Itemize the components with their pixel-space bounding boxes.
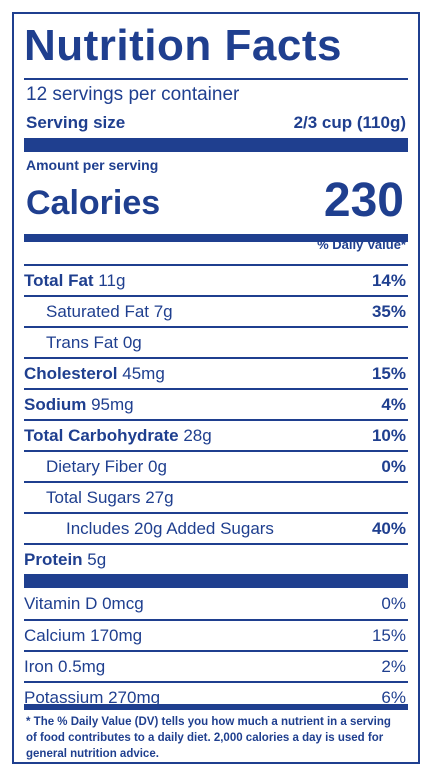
daily-value-header: % Daily Value* (317, 237, 406, 252)
calories-label: Calories (26, 184, 161, 222)
nutrition-label: Nutrition Facts 12 servings per containe… (12, 12, 420, 764)
serving-size-row: Serving size 2/3 cup (110g) (26, 113, 406, 133)
nutrient-dv: 15% (371, 363, 406, 383)
vitamin-name: Vitamin D 0mcg (24, 593, 144, 613)
nutrient-row-added-sugars: Includes 20g Added Sugars 40% (24, 512, 408, 543)
nutrient-row-cholesterol: Cholesterol 45mg 15% (24, 357, 408, 388)
nutrient-name: Total Carbohydrate (24, 425, 179, 445)
vitamin-row: Calcium 170mg 15% (24, 619, 408, 650)
thick-divider (24, 234, 408, 242)
nutrient-dv: 0% (381, 456, 406, 476)
nutrient-name: Protein (24, 549, 83, 569)
nutrient-name: Cholesterol (24, 363, 118, 383)
nutrient-dv: 4% (381, 394, 406, 414)
nutrient-row-total-sugars: Total Sugars 27g (24, 481, 408, 512)
nutrient-name: Includes 20g Added Sugars (66, 518, 274, 538)
nutrient-row-trans-fat: Trans Fat 0g (24, 326, 408, 357)
thick-divider (24, 138, 408, 152)
servings-per-container: 12 servings per container (26, 84, 240, 105)
vitamin-dv: 15% (371, 625, 406, 645)
nutrient-row-dietary-fiber: Dietary Fiber 0g 0% (24, 450, 408, 481)
nutrient-amount: 45mg (117, 363, 165, 383)
serving-size-value: 2/3 cup (110g) (293, 113, 406, 132)
divider (24, 78, 408, 80)
label-title: Nutrition Facts (24, 21, 342, 70)
nutrient-name: Total Fat (24, 270, 94, 290)
nutrient-dv: 10% (371, 425, 406, 445)
thick-divider (24, 704, 408, 710)
vitamin-name: Iron 0.5mg (24, 656, 106, 676)
nutrient-row-protein: Protein 5g (24, 543, 408, 574)
amount-per-serving: Amount per serving (26, 157, 159, 173)
calories-value: 230 (323, 174, 404, 227)
vitamin-row: Vitamin D 0mcg 0% (24, 588, 408, 619)
vitamin-dv: 6% (381, 687, 406, 707)
nutrient-dv: 40% (371, 518, 406, 538)
footnote: * The % Daily Value (DV) tells you how m… (26, 716, 391, 760)
vitamin-dv: 2% (381, 656, 406, 676)
vitamin-row: Potassium 270mg 6% (24, 681, 408, 712)
vitamin-name: Calcium 170mg (24, 625, 143, 645)
nutrient-amount: 95mg (86, 394, 134, 414)
nutrient-amount: 11g (93, 270, 126, 290)
vitamin-row: Iron 0.5mg 2% (24, 650, 408, 681)
nutrient-dv: 14% (371, 270, 406, 290)
thick-divider (24, 574, 408, 588)
nutrient-name: Dietary Fiber 0g (46, 456, 167, 476)
vitamin-name: Potassium 270mg (24, 687, 161, 707)
serving-size-label: Serving size (26, 113, 126, 132)
vitamin-dv: 0% (381, 593, 406, 613)
nutrient-dv: 35% (371, 301, 406, 321)
nutrient-row-sodium: Sodium 95mg 4% (24, 388, 408, 419)
nutrient-row-saturated-fat: Saturated Fat 7g 35% (24, 295, 408, 326)
nutrient-name: Total Sugars 27g (46, 487, 174, 507)
nutrient-row-total-fat: Total Fat 11g 14% (24, 264, 408, 295)
nutrient-name: Trans Fat 0g (46, 332, 142, 352)
calories-row: Calories 230 (26, 176, 404, 232)
nutrient-name: Sodium (24, 394, 87, 414)
nutrient-amount: 5g (82, 549, 107, 569)
nutrient-name: Saturated Fat 7g (46, 301, 173, 321)
nutrient-row-total-carbohydrate: Total Carbohydrate 28g 10% (24, 419, 408, 450)
nutrient-amount: 28g (178, 425, 212, 445)
